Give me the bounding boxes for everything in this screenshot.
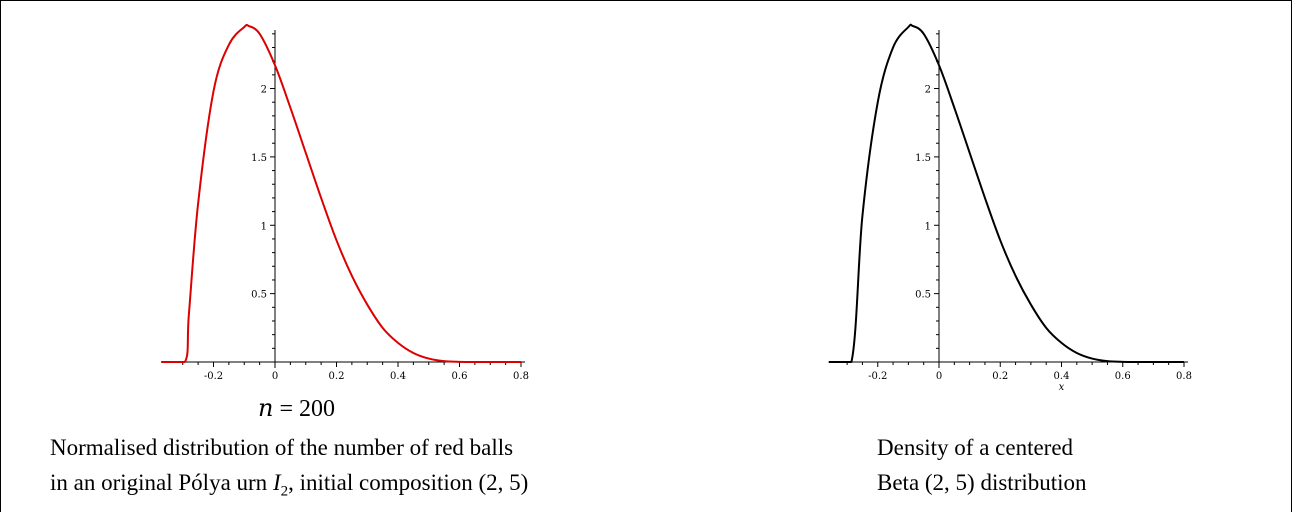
right-density-curve (828, 23, 1184, 364)
right-y-tick-label: 2 (925, 85, 931, 96)
left-x-tick-label: 0.4 (390, 371, 406, 382)
left-caption-line1: Normalised distribution of the number of… (50, 435, 514, 460)
right-x-tick-label: -0.2 (868, 371, 887, 382)
left-y-tick-label: 1 (261, 221, 267, 232)
right-y-tick-label: 0.5 (915, 290, 931, 301)
sample-size-label: n = 200 (258, 394, 336, 422)
right-caption: Density of a centered Beta (2, 5) distri… (877, 430, 1087, 500)
left-caption-line2-post: , initial composition (2, 5) (288, 470, 529, 495)
urn-symbol-subscript: 2 (280, 483, 289, 500)
urn-symbol: I (272, 470, 281, 495)
left-y-tick-label: 2 (261, 85, 267, 96)
left-y-tick-label: 1.5 (251, 153, 267, 164)
right-x-tick-label: 0.4 (1054, 371, 1070, 382)
right-x-tick-label: 0.8 (1176, 371, 1192, 382)
left-x-tick-label: 0.8 (513, 371, 529, 382)
left-caption: Normalised distribution of the number of… (50, 430, 528, 510)
right-y-tick-label: 1.5 (915, 153, 931, 164)
right-x-tick-label: 0 (936, 371, 942, 382)
right-caption-line1: Density of a centered (877, 435, 1074, 460)
left-y-tick-label: 0.5 (251, 290, 267, 301)
left-x-tick-label: 0.6 (452, 371, 468, 382)
left-x-tick-label: -0.2 (204, 371, 223, 382)
right-x-tick-label: 0.6 (1115, 371, 1131, 382)
left-density-curve (161, 23, 521, 364)
left-x-tick-label: 0 (272, 371, 278, 382)
right-x-tick-label: 0.2 (992, 371, 1008, 382)
sample-size-value: = 200 (273, 396, 336, 422)
right-x-axis-label: x (1059, 382, 1065, 393)
right-caption-line2: Beta (2, 5) distribution (877, 470, 1087, 495)
left-caption-line2: in an original Pólya urn I2, initial com… (50, 465, 528, 510)
right-y-tick-label: 1 (925, 221, 931, 232)
left-caption-line2-pre: in an original Pólya urn (50, 470, 273, 495)
left-x-tick-label: 0.2 (329, 371, 345, 382)
